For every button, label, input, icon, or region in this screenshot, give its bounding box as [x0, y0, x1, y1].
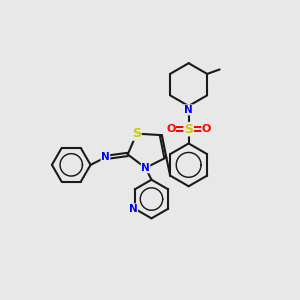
Text: S: S: [132, 127, 141, 140]
Text: O: O: [166, 124, 176, 134]
Text: N: N: [184, 105, 193, 115]
Text: S: S: [184, 123, 193, 136]
Text: N: N: [101, 152, 110, 162]
Text: N: N: [129, 204, 138, 214]
Text: O: O: [202, 124, 211, 134]
Text: N: N: [141, 163, 150, 173]
